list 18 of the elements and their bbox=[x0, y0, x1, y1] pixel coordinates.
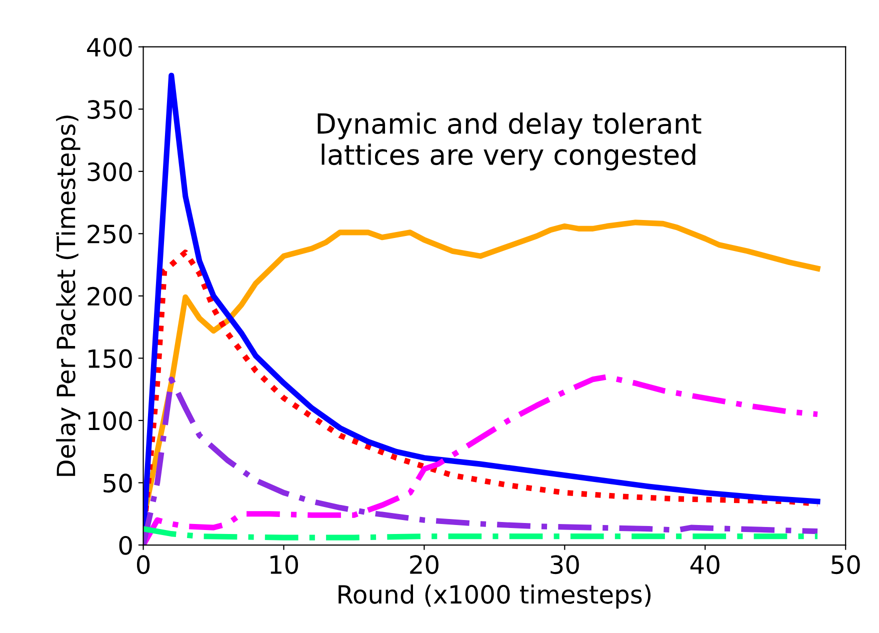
x-tick-label: 0 bbox=[136, 555, 150, 574]
y-tick-label: 100 bbox=[88, 411, 132, 430]
y-tick-label: 250 bbox=[88, 224, 132, 244]
y-tick-label: 0 bbox=[119, 536, 132, 555]
x-tick-label: 20 bbox=[410, 555, 438, 574]
annotation: Dynamic and delay tolerant lattices are very congested bbox=[318, 112, 702, 170]
y-tick-label: 300 bbox=[88, 162, 132, 182]
y-tick-label: 400 bbox=[87, 38, 132, 57]
y-tick-label: 350 bbox=[88, 100, 132, 119]
y-tick-label: 150 bbox=[88, 349, 132, 368]
x-tick-label: 10 bbox=[270, 555, 298, 574]
x-tick-label: 30 bbox=[550, 555, 579, 574]
y-tick-label: 200 bbox=[88, 286, 132, 306]
y-tick-label: 50 bbox=[104, 474, 132, 493]
y-axis-title: Delay Per Packet (Timesteps) bbox=[56, 116, 80, 476]
x-tick-label: 50 bbox=[832, 555, 860, 574]
x-axis-title: Round (x1000 timesteps) bbox=[338, 584, 651, 609]
x-tick-label: 40 bbox=[690, 555, 720, 574]
